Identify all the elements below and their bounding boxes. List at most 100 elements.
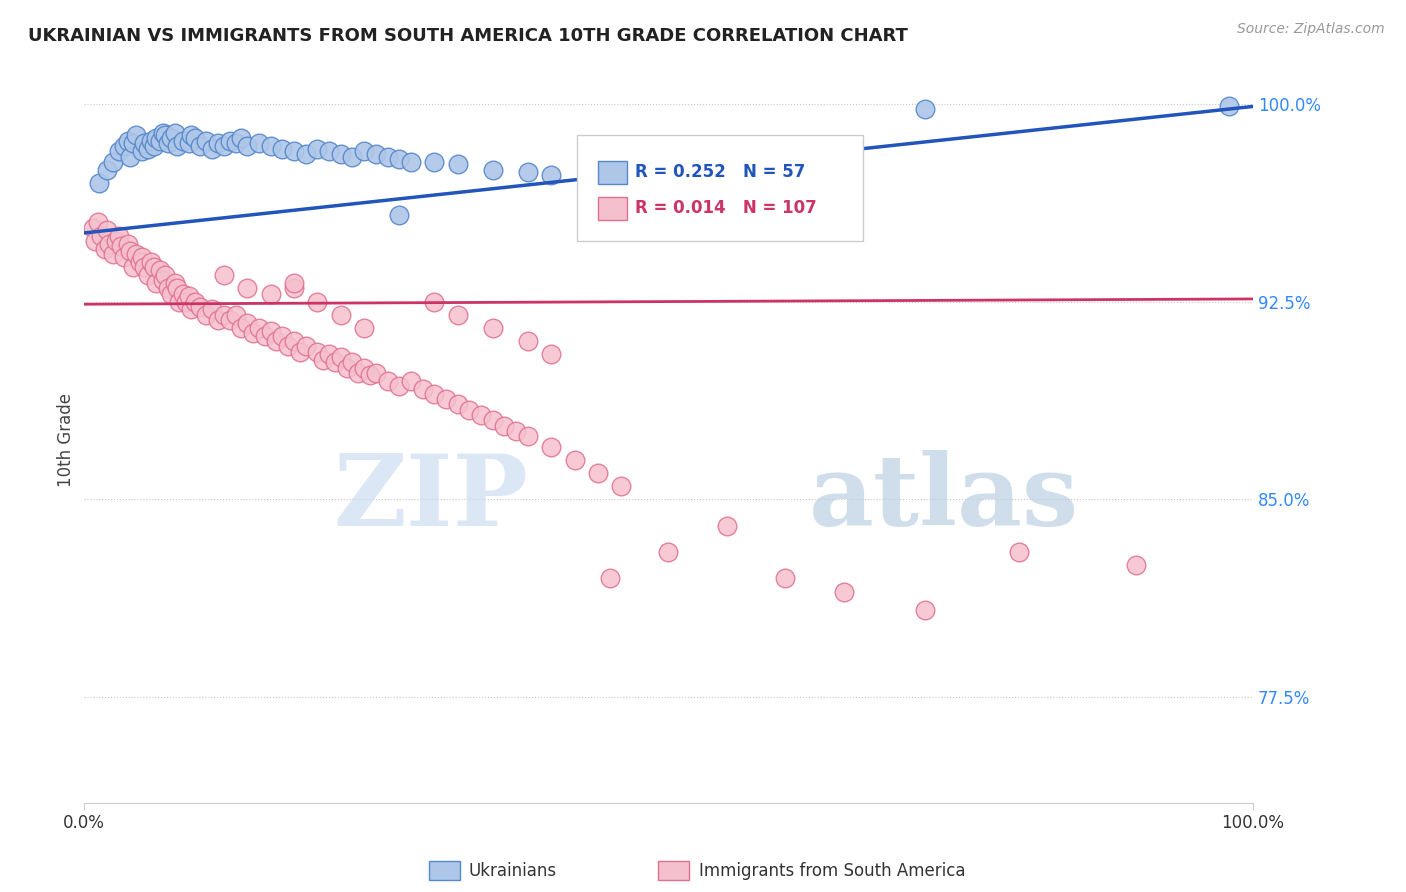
Point bbox=[342, 355, 364, 369]
Point bbox=[172, 286, 194, 301]
Text: Immigrants from South America: Immigrants from South America bbox=[699, 862, 966, 880]
Point bbox=[121, 136, 143, 151]
Point bbox=[201, 302, 224, 317]
Point bbox=[218, 313, 240, 327]
Point bbox=[307, 294, 329, 309]
Point bbox=[160, 131, 183, 145]
Point bbox=[87, 176, 110, 190]
Point bbox=[447, 157, 470, 171]
Point bbox=[101, 154, 124, 169]
Point bbox=[90, 228, 112, 243]
Point bbox=[307, 142, 329, 156]
Point bbox=[242, 326, 264, 341]
Point bbox=[259, 286, 281, 301]
Point bbox=[183, 294, 205, 309]
Point bbox=[377, 374, 399, 388]
Text: R = 0.014   N = 107: R = 0.014 N = 107 bbox=[636, 199, 817, 217]
Point bbox=[212, 139, 235, 153]
Point bbox=[114, 139, 136, 153]
Point bbox=[388, 152, 411, 166]
Point bbox=[914, 603, 936, 617]
FancyBboxPatch shape bbox=[598, 161, 627, 184]
Point bbox=[832, 584, 855, 599]
FancyBboxPatch shape bbox=[576, 136, 863, 241]
Point bbox=[388, 379, 411, 393]
Point bbox=[156, 136, 179, 151]
Point bbox=[225, 136, 247, 151]
Point bbox=[610, 479, 633, 493]
Point bbox=[773, 571, 796, 585]
Point bbox=[128, 255, 150, 269]
Point bbox=[166, 139, 188, 153]
Point bbox=[142, 139, 165, 153]
Point bbox=[163, 126, 186, 140]
Point bbox=[423, 387, 446, 401]
Point bbox=[212, 268, 235, 283]
Point bbox=[423, 154, 446, 169]
Point bbox=[236, 281, 259, 295]
Point bbox=[494, 418, 516, 433]
Point bbox=[212, 308, 235, 322]
Point bbox=[114, 250, 136, 264]
Point bbox=[107, 228, 129, 243]
Point bbox=[412, 382, 434, 396]
Point bbox=[353, 321, 375, 335]
Point bbox=[163, 276, 186, 290]
Point bbox=[1008, 545, 1031, 559]
Point bbox=[247, 321, 270, 335]
Point bbox=[247, 136, 270, 151]
Point bbox=[207, 313, 229, 327]
Point bbox=[156, 281, 179, 295]
Point bbox=[190, 139, 212, 153]
Point bbox=[277, 339, 299, 353]
Point bbox=[657, 545, 679, 559]
Point bbox=[307, 344, 329, 359]
Text: UKRAINIAN VS IMMIGRANTS FROM SOUTH AMERICA 10TH GRADE CORRELATION CHART: UKRAINIAN VS IMMIGRANTS FROM SOUTH AMERI… bbox=[28, 27, 908, 45]
Text: Ukrainians: Ukrainians bbox=[468, 862, 557, 880]
Point bbox=[155, 128, 177, 143]
Point bbox=[516, 334, 538, 348]
Point bbox=[318, 347, 340, 361]
Point bbox=[1218, 99, 1240, 113]
Point bbox=[294, 147, 316, 161]
Point bbox=[201, 142, 224, 156]
Point bbox=[329, 308, 352, 322]
Point bbox=[914, 102, 936, 116]
Point bbox=[160, 286, 183, 301]
Point bbox=[145, 276, 167, 290]
Point bbox=[180, 128, 202, 143]
Point bbox=[1125, 558, 1147, 573]
Point bbox=[312, 352, 335, 367]
Point bbox=[458, 402, 481, 417]
Point bbox=[329, 350, 352, 364]
Point bbox=[84, 234, 107, 248]
Point bbox=[231, 321, 253, 335]
Point bbox=[364, 147, 387, 161]
Point bbox=[434, 392, 457, 406]
FancyBboxPatch shape bbox=[598, 197, 627, 220]
Text: Source: ZipAtlas.com: Source: ZipAtlas.com bbox=[1237, 22, 1385, 37]
Point bbox=[195, 308, 218, 322]
Point bbox=[218, 134, 240, 148]
Point bbox=[117, 236, 139, 251]
Point bbox=[93, 242, 115, 256]
Point bbox=[253, 329, 276, 343]
Point bbox=[236, 139, 259, 153]
Point bbox=[329, 147, 352, 161]
Point bbox=[481, 162, 503, 177]
Point bbox=[271, 329, 294, 343]
Point bbox=[447, 397, 470, 411]
Point bbox=[516, 165, 538, 179]
Text: R = 0.252   N = 57: R = 0.252 N = 57 bbox=[636, 162, 806, 181]
Point bbox=[180, 302, 202, 317]
Point bbox=[107, 145, 129, 159]
Point bbox=[120, 244, 142, 259]
Point bbox=[353, 145, 375, 159]
Point bbox=[207, 136, 229, 151]
Point bbox=[105, 234, 128, 248]
Point bbox=[377, 150, 399, 164]
Point bbox=[266, 334, 288, 348]
Point bbox=[388, 208, 411, 222]
Point bbox=[288, 344, 311, 359]
Point bbox=[166, 281, 188, 295]
